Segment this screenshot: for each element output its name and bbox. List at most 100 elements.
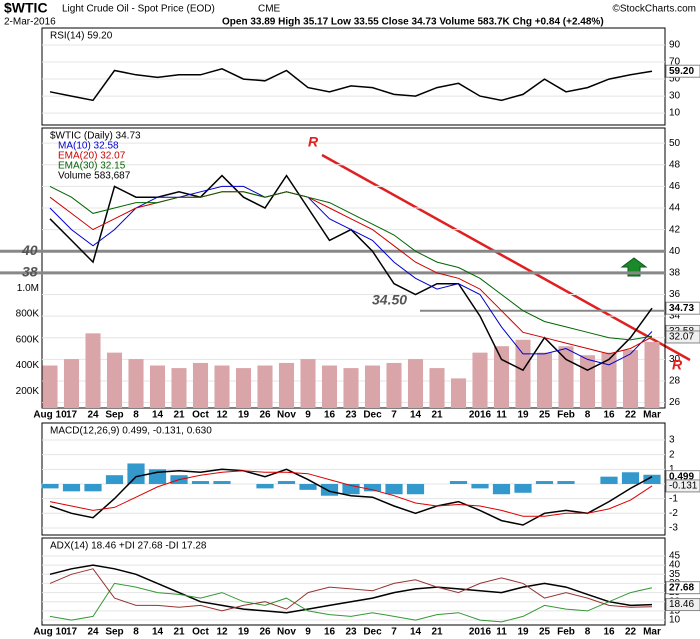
y-tick-label: 34 xyxy=(669,311,681,322)
x-tick-label: 8 xyxy=(133,627,139,638)
x-tick-label: 22 xyxy=(625,627,637,638)
x-tick-label: 17 xyxy=(66,410,78,421)
histogram-bar xyxy=(320,483,339,496)
x-tick-label: 17 xyxy=(66,627,78,638)
volume-bar xyxy=(536,352,553,408)
volume-tick-label: 600K xyxy=(16,334,40,345)
y-tick-label: 48 xyxy=(669,159,681,170)
series-line xyxy=(49,185,653,341)
volume-bar xyxy=(558,346,574,408)
y-tick-label: -3 xyxy=(669,523,678,534)
x-tick-label: 24 xyxy=(87,627,99,638)
y-tick-label: 44 xyxy=(669,203,681,214)
y-tick-label: 30 xyxy=(669,91,681,102)
series-line xyxy=(49,582,653,623)
y-tick-label: 50 xyxy=(669,74,681,85)
legend-entry: Volume 583,687 xyxy=(58,171,131,182)
y-tick-label: 90 xyxy=(669,40,681,51)
last-value-box xyxy=(665,301,700,315)
histogram-bar xyxy=(621,472,640,484)
last-value-box xyxy=(665,330,700,344)
x-tick-label: 2016 xyxy=(469,410,492,421)
histogram-bar xyxy=(406,483,425,495)
histogram-bar xyxy=(105,475,124,484)
histogram-bar xyxy=(385,483,403,495)
x-tick-label: 9 xyxy=(305,627,311,638)
volume-bar xyxy=(515,339,531,408)
volume-tick-label: 800K xyxy=(16,309,40,320)
x-tick-label: 26 xyxy=(259,627,271,638)
x-tick-label: Sep xyxy=(105,627,123,638)
x-tick-label: Feb xyxy=(557,410,575,421)
panel-label: ADX(14) 18.46 +DI 27.68 -DI 17.28 xyxy=(50,541,207,552)
histogram-bar xyxy=(449,481,468,484)
histogram-bar xyxy=(363,483,382,492)
y-tick-label: 40 xyxy=(669,560,681,571)
last-value-label: -0.131 xyxy=(669,481,698,492)
x-tick-label: 2016 xyxy=(469,627,492,638)
x-tick-label: 8 xyxy=(585,410,591,421)
x-tick-label: Feb xyxy=(557,627,575,638)
x-tick-label: Dec xyxy=(363,410,382,421)
volume-bar xyxy=(386,362,402,408)
credit: ©StockCharts.com xyxy=(612,4,696,15)
x-tick-label: 7 xyxy=(391,410,397,421)
last-value-label: 32.07 xyxy=(669,332,694,343)
histogram-bar xyxy=(514,483,532,493)
y-tick-label: 10 xyxy=(669,615,681,626)
histogram-bar xyxy=(557,481,575,484)
quote: Open 33.89 High 35.17 Low 33.55 Close 34… xyxy=(222,17,604,28)
y-tick-label: 40 xyxy=(669,246,681,257)
histogram-bar xyxy=(643,474,661,484)
histogram-bar xyxy=(342,483,360,495)
date: 2-Mar-2016 xyxy=(4,17,56,28)
x-tick-label: 8 xyxy=(585,627,591,638)
volume-bar xyxy=(321,365,338,408)
volume-bar xyxy=(622,350,639,408)
series-line xyxy=(49,470,653,517)
y-tick-label: 42 xyxy=(669,224,681,235)
volume-bar xyxy=(42,365,58,408)
panel-label: MACD(12,26,9) 0.499, -0.131, 0.630 xyxy=(50,426,212,437)
x-tick-label: 12 xyxy=(216,410,228,421)
series-line xyxy=(49,185,653,366)
trend-line xyxy=(321,153,691,362)
volume-bar xyxy=(149,365,166,408)
x-tick-label: 14 xyxy=(152,410,164,421)
volume-tick-label: 200K xyxy=(16,386,40,397)
volume-bar xyxy=(235,368,252,408)
last-value-label: 34.73 xyxy=(669,303,694,314)
x-tick-label: 19 xyxy=(238,627,250,638)
volume-bar xyxy=(429,368,445,408)
y-tick-label: 1 xyxy=(669,464,675,475)
volume-bar xyxy=(128,359,144,408)
panel xyxy=(41,537,666,626)
series-line xyxy=(49,568,653,612)
y-tick-label: 30 xyxy=(669,354,681,365)
histogram-bar xyxy=(191,481,210,484)
x-tick-label: 23 xyxy=(345,627,357,638)
y-tick-label: 35 xyxy=(669,569,681,580)
x-tick-label: 12 xyxy=(216,627,228,638)
x-tick-label: Dec xyxy=(363,627,382,638)
x-tick-label: Mar xyxy=(643,627,661,638)
x-tick-label: Sep xyxy=(105,410,123,421)
y-tick-label: 3 xyxy=(669,435,675,446)
x-tick-label: 19 xyxy=(517,627,529,638)
x-tick-label: Aug 10 xyxy=(33,410,67,421)
x-tick-label: 11 xyxy=(496,627,507,638)
histogram-bar xyxy=(471,483,489,489)
x-tick-label: 26 xyxy=(259,410,271,421)
x-tick-label: 16 xyxy=(603,627,615,638)
series-line xyxy=(49,468,653,526)
y-tick-label: -2 xyxy=(669,508,678,519)
volume-bar xyxy=(579,355,596,408)
volume-bar xyxy=(407,359,424,408)
volume-bar xyxy=(85,333,101,408)
volume-bar xyxy=(106,352,123,408)
level-label: 34.50 xyxy=(372,291,407,307)
legend-entry: MA(10) 32.58 xyxy=(58,141,119,152)
histogram-bar xyxy=(535,481,554,484)
histogram-bar xyxy=(492,483,511,495)
